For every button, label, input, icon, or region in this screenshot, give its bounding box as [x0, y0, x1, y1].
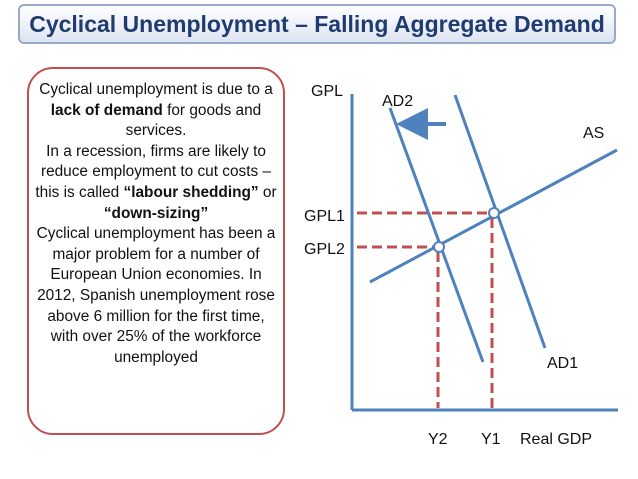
page-title: Cyclical Unemployment – Falling Aggregat… [29, 10, 605, 37]
ad1-label: AD1 [547, 355, 578, 372]
ad1-curve [453, 94, 547, 349]
ad2-curve [388, 107, 485, 363]
desc-p1-bold: lack of demand [50, 101, 163, 119]
y2-label: Y2 [428, 431, 448, 448]
gpl1-label: GPL1 [304, 208, 345, 225]
description-box: Cyclical unemployment is due to a lack o… [27, 67, 285, 435]
desc-p1-pre: Cyclical unemployment is due to a [39, 81, 273, 98]
desc-p2-mid: or [258, 183, 277, 201]
desc-p3: Cyclical unemployment has been a major p… [36, 225, 276, 366]
equilibrium-1 [488, 207, 500, 219]
y1-label: Y1 [481, 431, 501, 448]
x-axis-label: Real GDP [520, 431, 592, 448]
y-axis-label: GPL [311, 83, 343, 100]
desc-p2-bold2: “down-sizing” [103, 204, 209, 222]
title-banner: Cyclical Unemployment – Falling Aggregat… [18, 4, 616, 44]
desc-p2-pre: In a recession, firms are likely to redu… [35, 142, 272, 201]
desc-p2-bold1: “labour shedding” [123, 183, 259, 201]
equilibrium-2 [433, 241, 445, 253]
ad2-label: AD2 [382, 93, 413, 110]
as-label: AS [583, 125, 604, 142]
gpl2-label: GPL2 [304, 241, 345, 258]
desc-p1-post: for goods and services. [125, 101, 262, 140]
